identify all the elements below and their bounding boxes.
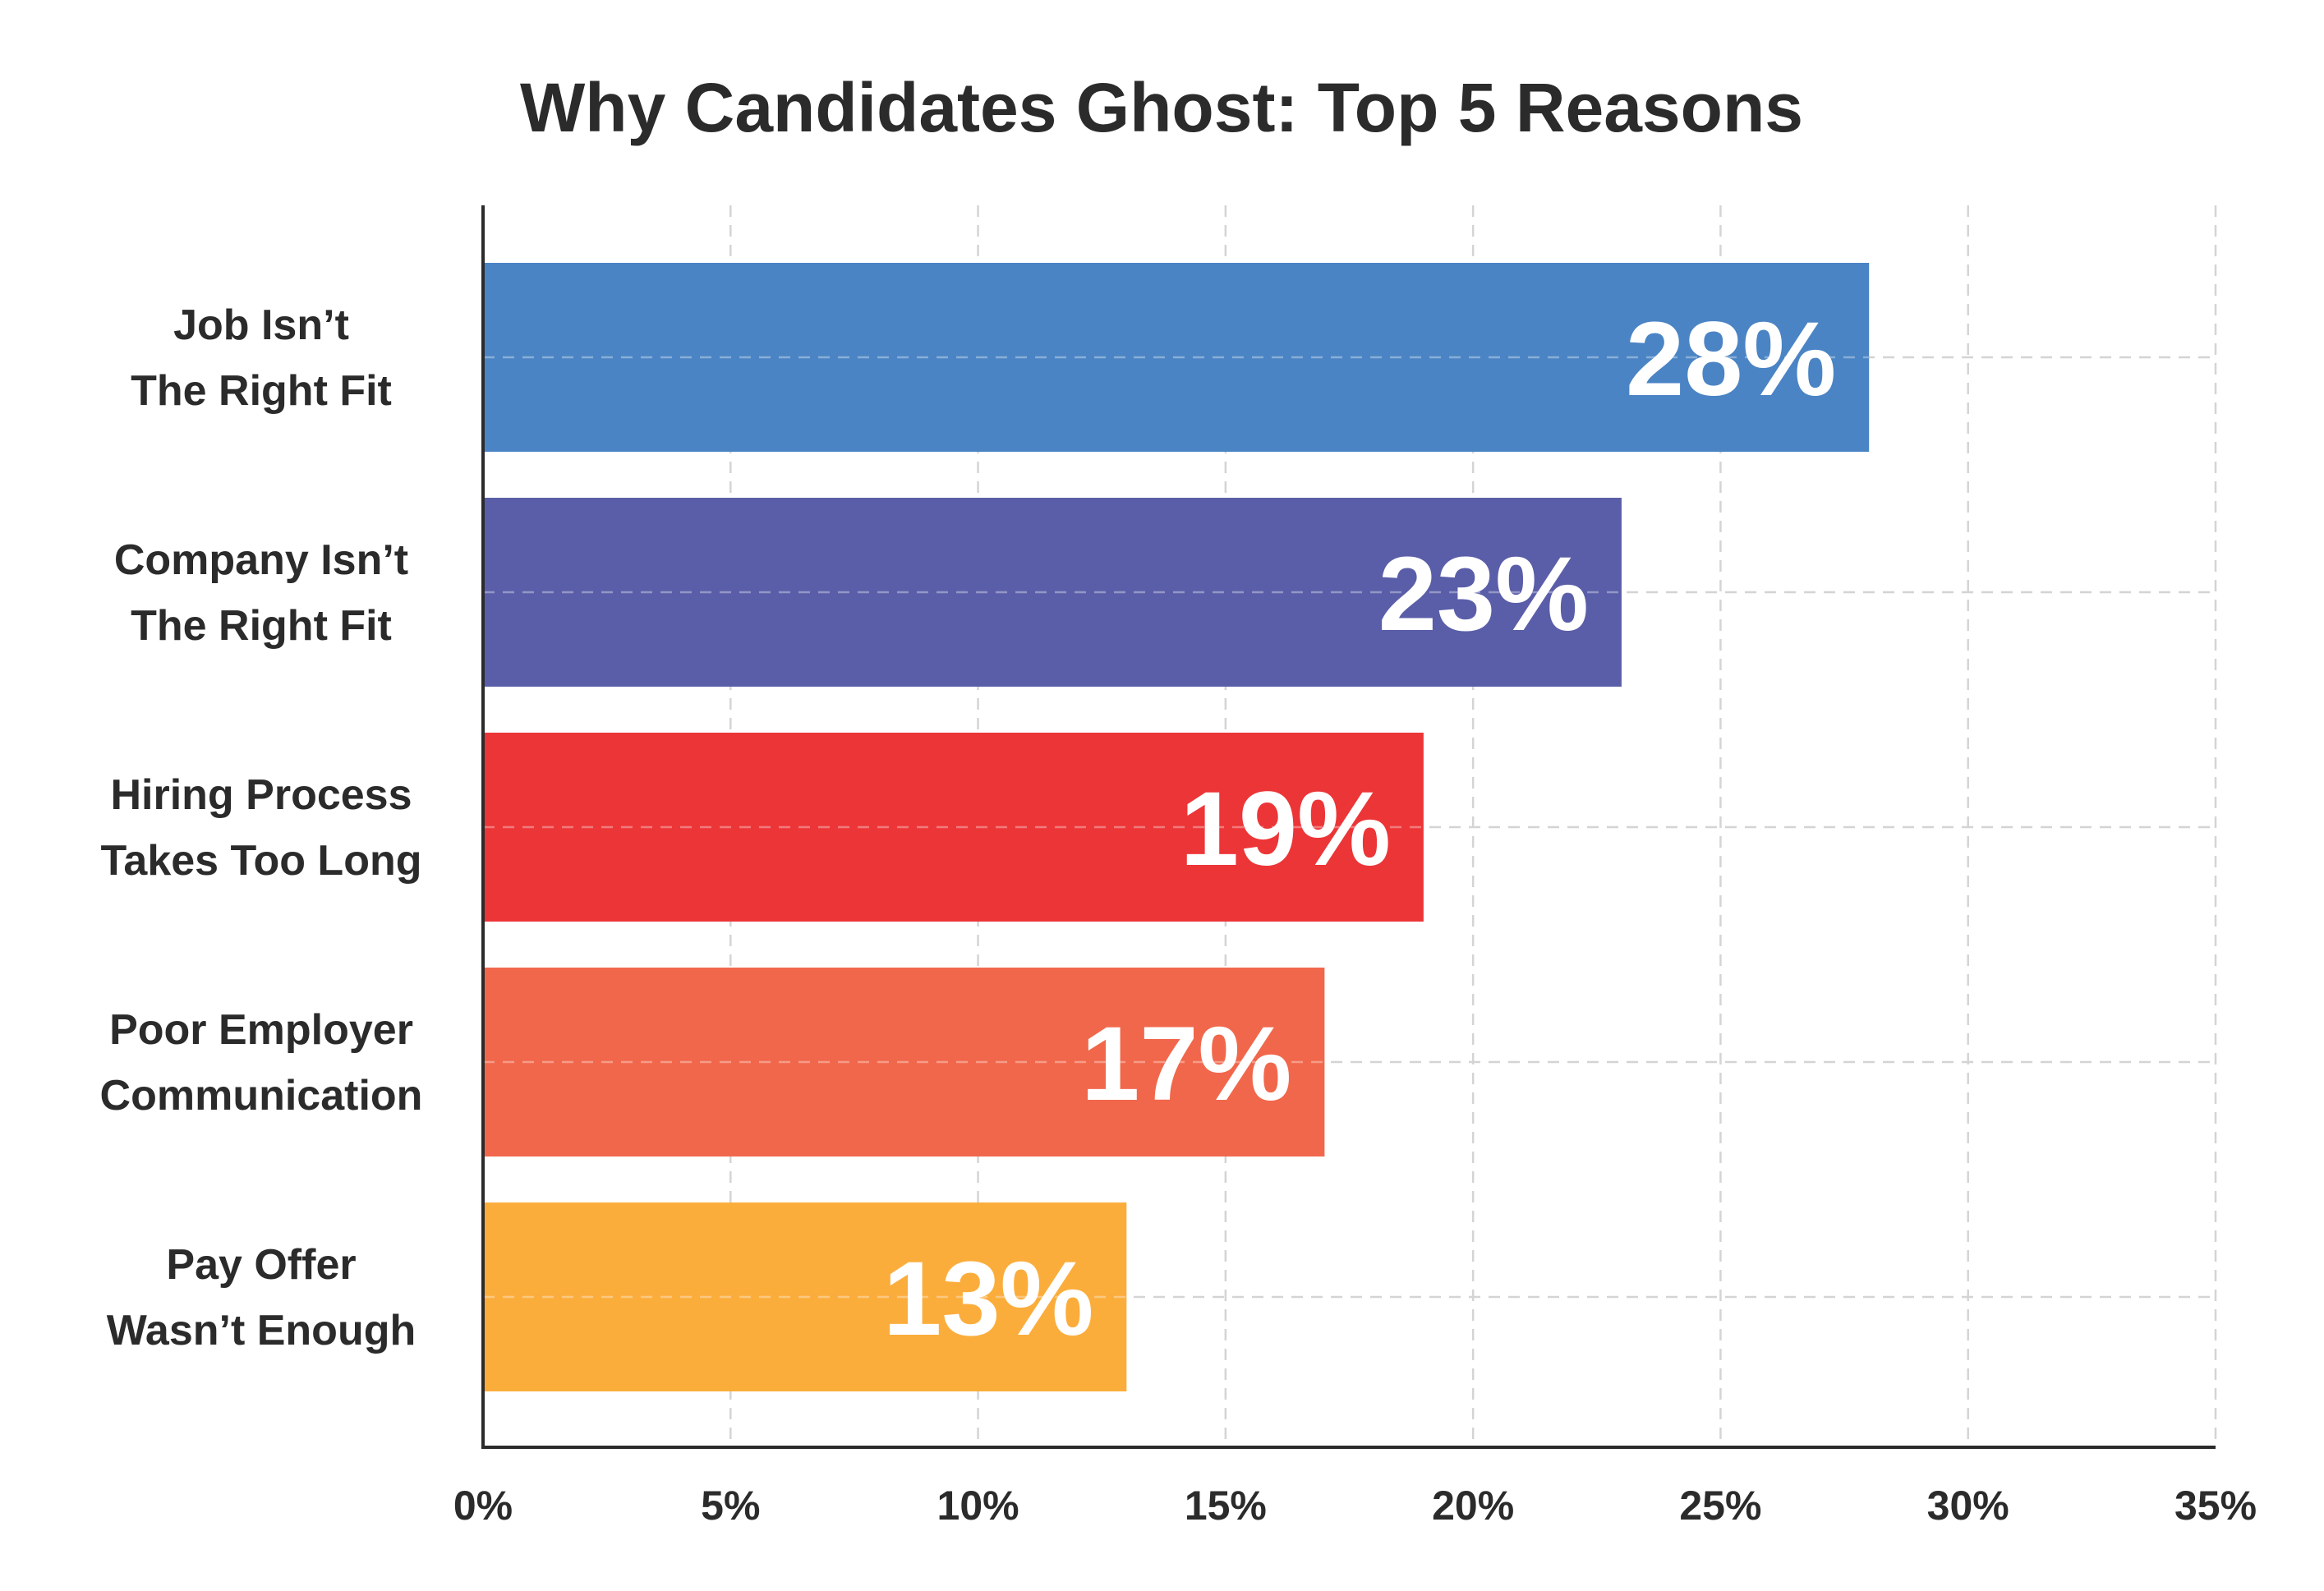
x-tick-label: 10%: [937, 1483, 1019, 1529]
x-tick-label: 15%: [1185, 1483, 1267, 1529]
data-label: 13%: [883, 1240, 1093, 1358]
bar: [483, 733, 1424, 922]
bar: [483, 968, 1325, 1156]
category-label: Job Isn’t The Right Fit: [131, 301, 392, 415]
x-tick-label: 20%: [1432, 1483, 1514, 1529]
category-label-line: Job Isn’t: [173, 301, 349, 349]
x-tick-label: 30%: [1927, 1483, 2009, 1529]
category-label-line: Takes Too Long: [101, 837, 422, 885]
category-label-line: Communication: [100, 1072, 423, 1120]
bar: [483, 1202, 1127, 1391]
category-label-line: The Right Fit: [131, 367, 392, 415]
data-label: 19%: [1180, 770, 1391, 888]
data-label: 17%: [1081, 1005, 1291, 1123]
category-label: Company Isn’t The Right Fit: [114, 536, 408, 650]
data-label: 28%: [1626, 301, 1836, 418]
axes: [481, 205, 2216, 1449]
x-tick-label: 35%: [2174, 1483, 2257, 1529]
category-label-line: The Right Fit: [131, 602, 392, 650]
bars: 28% 23% 19% 17% 13%: [483, 263, 1870, 1391]
category-label: Pay Offer Wasn’t Enough: [107, 1241, 416, 1354]
category-label-line: Wasn’t Enough: [107, 1307, 416, 1354]
category-label: Poor Employer Communication: [100, 1006, 423, 1120]
category-label-line: Company Isn’t: [114, 536, 408, 584]
x-tick-label: 0%: [453, 1483, 513, 1529]
category-label-line: Poor Employer: [109, 1006, 413, 1054]
category-label-line: Pay Offer: [166, 1241, 356, 1289]
category-label: Hiring Process Takes Too Long: [101, 771, 422, 885]
chart-title: Why Candidates Ghost: Top 5 Reasons: [520, 69, 1803, 146]
x-tick-label: 25%: [1679, 1483, 1761, 1529]
x-tick-label: 5%: [701, 1483, 760, 1529]
category-label-line: Hiring Process: [110, 771, 412, 819]
bar: [483, 263, 1870, 452]
category-labels: Job Isn’t The Right Fit Company Isn’t The R…: [100, 301, 423, 1354]
x-tick-labels: 0% 5% 10% 15% 20% 25% 30% 35%: [453, 1483, 2257, 1529]
bar: [483, 498, 1622, 687]
data-label: 23%: [1378, 536, 1589, 653]
